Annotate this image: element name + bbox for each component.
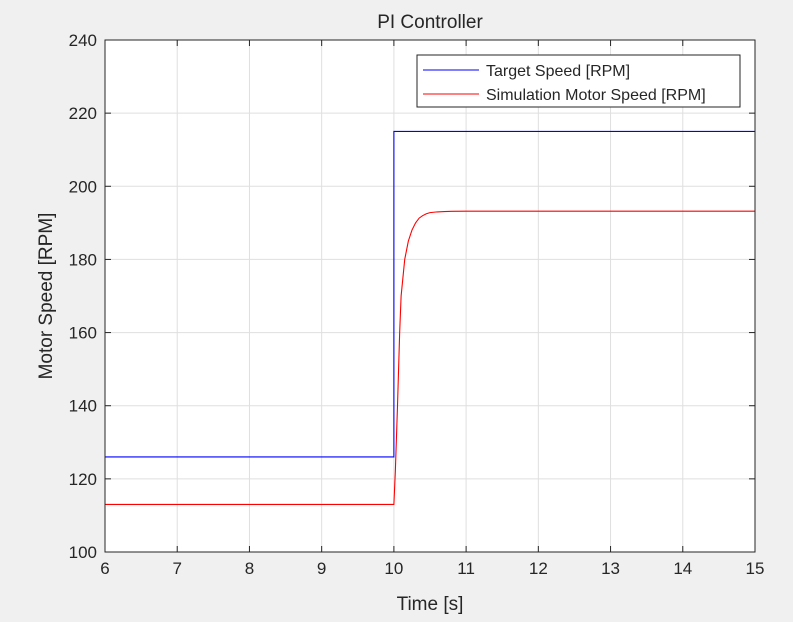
x-tick-label: 15 [746, 559, 765, 578]
x-tick-label: 11 [457, 559, 475, 578]
series-line-simulation-speed [105, 210, 755, 506]
plot-frame [104, 39, 756, 553]
y-axis-label: Motor Speed [RPM] [36, 213, 57, 380]
x-tick-label: 8 [245, 559, 254, 578]
x-tick-label: 10 [384, 559, 403, 578]
legend-box [416, 54, 741, 108]
legend-label-simulation-speed: Simulation Motor Speed [RPM] [486, 87, 706, 104]
series-line-target-speed [105, 130, 755, 458]
legend-label-target-speed: Target Speed [RPM] [486, 63, 630, 80]
y-tick-label: 240 [69, 31, 97, 50]
x-tick-label: 12 [529, 559, 548, 578]
y-tick-label: 100 [69, 543, 97, 562]
x-tick-label: 9 [317, 559, 326, 578]
x-tick-label: 13 [601, 559, 620, 578]
legend: Target Speed [RPM] Simulation Motor Spee… [416, 54, 741, 108]
x-tick-label: 7 [172, 559, 181, 578]
x-tick-label: 6 [100, 559, 109, 578]
x-tick-label: 14 [673, 559, 692, 578]
y-tick-label: 220 [69, 104, 97, 123]
chart-title: PI Controller [377, 12, 483, 33]
axis-ticks: 6 7 8 9 10 11 12 13 14 15 100 120 140 160 180 200 220 240 [69, 31, 765, 578]
y-tick-label: 120 [69, 470, 97, 489]
y-tick-label: 160 [69, 324, 97, 343]
y-tick-label: 140 [69, 397, 97, 416]
y-tick-label: 180 [69, 250, 97, 269]
series-lines [105, 130, 755, 506]
plot-area [105, 40, 755, 552]
x-axis-label: Time [s] [397, 594, 464, 615]
y-tick-label: 200 [69, 177, 97, 196]
